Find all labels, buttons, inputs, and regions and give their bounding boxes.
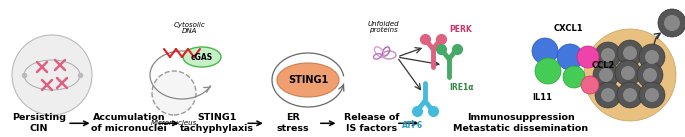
Text: STING1: STING1 [288,75,328,85]
Circle shape [584,29,676,121]
Text: IL11: IL11 [532,93,552,102]
Circle shape [664,15,680,31]
Text: Immunosuppression
Metastatic dissemination: Immunosuppression Metastatic disseminati… [453,113,588,133]
Circle shape [595,42,621,68]
Text: STING1
tachyphylaxis: STING1 tachyphylaxis [180,113,254,133]
Text: Micronucleus: Micronucleus [151,120,197,126]
Circle shape [623,46,637,60]
Circle shape [639,82,665,108]
Circle shape [557,44,583,70]
Circle shape [532,38,558,64]
Circle shape [595,82,621,108]
Text: proteins: proteins [369,27,397,33]
Text: IRE1α: IRE1α [449,83,473,92]
Text: Accumulation
of micronuclei: Accumulation of micronuclei [91,113,166,133]
Text: Cytosolic: Cytosolic [174,22,206,28]
Circle shape [645,50,659,64]
Text: DNA: DNA [182,28,198,34]
Circle shape [645,88,659,102]
Text: Unfolded: Unfolded [367,21,399,27]
Circle shape [601,88,615,102]
Circle shape [658,9,685,37]
Circle shape [152,71,196,115]
Text: PERK: PERK [449,25,472,34]
Circle shape [639,44,665,70]
Text: cGAS: cGAS [191,52,213,62]
Circle shape [643,68,657,82]
Circle shape [621,66,635,80]
Circle shape [599,68,613,82]
Circle shape [593,62,619,88]
Text: CXCL1: CXCL1 [553,24,583,33]
Circle shape [615,60,641,86]
Circle shape [12,35,92,115]
Circle shape [535,58,561,84]
Circle shape [577,46,599,68]
Ellipse shape [277,63,339,97]
Text: Release of
IS factors: Release of IS factors [343,113,399,133]
Circle shape [617,40,643,66]
Circle shape [581,76,599,94]
Circle shape [563,66,585,88]
Text: CCL2: CCL2 [592,61,615,69]
Circle shape [601,48,615,62]
Text: ATF6: ATF6 [402,121,423,130]
Circle shape [617,82,643,108]
Text: ER
stress: ER stress [277,113,310,133]
Circle shape [623,88,637,102]
Ellipse shape [183,47,221,67]
Text: Persisting
CIN: Persisting CIN [12,113,66,133]
Circle shape [637,62,663,88]
